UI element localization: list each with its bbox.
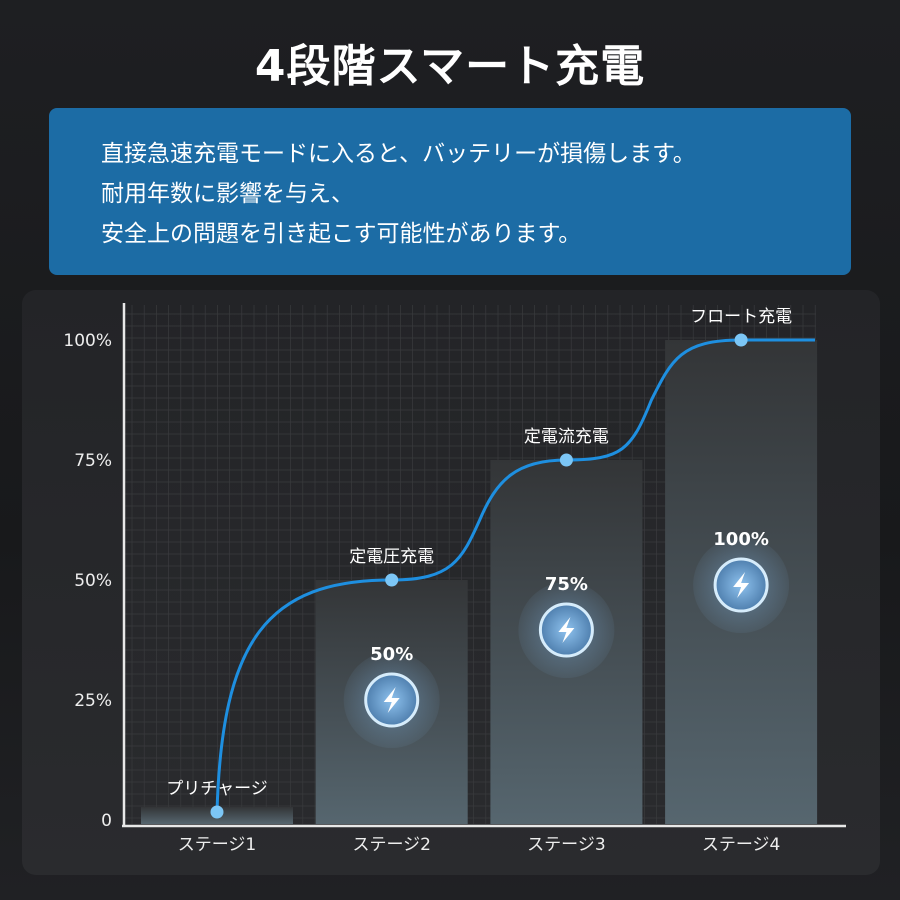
bolt-glyph bbox=[383, 687, 400, 713]
page-title: 4段階スマート充電 bbox=[254, 41, 646, 92]
charge-curve bbox=[215, 338, 815, 813]
note-line: 耐用年数に影響を与え、 bbox=[101, 181, 354, 207]
y-tick-label: 25% bbox=[74, 691, 112, 711]
point-label: 定電流充電 bbox=[524, 427, 609, 447]
x-tick-label: ステージ3 bbox=[527, 835, 605, 855]
curve-point bbox=[385, 573, 399, 587]
x-tick-label: ステージ2 bbox=[352, 835, 430, 855]
note-line: 直接急速充電モードに入ると、バッテリーが損傷します。 bbox=[101, 141, 696, 167]
bar-value-label: 50% bbox=[370, 644, 413, 665]
x-tick-label: ステージ1 bbox=[178, 835, 256, 855]
note-line: 安全上の問題を引き起こす可能性があります。 bbox=[101, 221, 582, 247]
bolt-glyph bbox=[733, 572, 750, 598]
curve-point bbox=[210, 805, 224, 819]
bar-value-label: 100% bbox=[713, 529, 769, 550]
x-tick-label: ステージ4 bbox=[702, 835, 780, 855]
y-tick-label: 100% bbox=[63, 331, 112, 351]
curve-point bbox=[734, 333, 748, 347]
curve-point bbox=[559, 453, 573, 467]
point-label: フロート充電 bbox=[690, 307, 792, 327]
point-label: 定電圧充電 bbox=[349, 547, 434, 567]
warning-note: 直接急速充電モードに入ると、バッテリーが損傷します。 耐用年数に影響を与え、 安… bbox=[49, 108, 851, 275]
y-tick-label: 50% bbox=[74, 571, 112, 591]
point-label: プリチャージ bbox=[166, 779, 268, 799]
bar-value-label: 75% bbox=[545, 574, 588, 595]
y-tick-label: 0 bbox=[101, 811, 112, 831]
bolt-glyph bbox=[558, 617, 575, 643]
y-tick-label: 75% bbox=[74, 451, 112, 471]
